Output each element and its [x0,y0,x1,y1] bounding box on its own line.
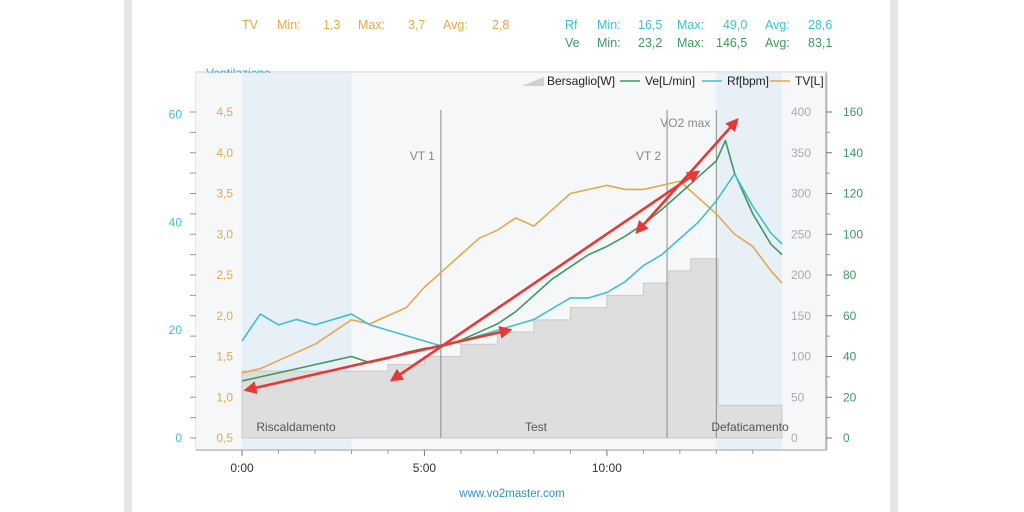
stat-rf-min-label: Min: [597,18,621,32]
annotation-arrow-3 [635,118,739,234]
ve-tick-label-3: 40 [843,350,857,364]
legend-label-1: Bersaglio[W] [547,74,615,88]
target-tick-label-7: 300 [791,187,811,201]
stat-tv-avg-value: 2,8 [492,18,510,32]
page-frame-right [890,0,898,512]
ve-tick-label-7: 120 [843,187,863,201]
tv-tick-label-9: 4,5 [216,105,233,119]
ve-tick-label-1: 0 [843,431,850,445]
stat-rf-avg-label: Avg: [765,18,790,32]
stat-rf-max-label: Max: [677,18,705,32]
ve-tick-label-9: 160 [843,105,863,119]
ve-tick-label-5: 80 [843,268,857,282]
page-frame-left [124,0,132,512]
marker-label-3: VO2 max [660,116,710,130]
marker-label-1: VT 1 [410,149,435,163]
target-tick-label-4: 150 [791,309,811,323]
legend-label-2: Ve[L/min] [645,74,695,88]
stat-ve-label: Ve [565,36,580,50]
tv-tick-label-4: 2,0 [216,309,233,323]
target-tick-label-8: 350 [791,146,811,160]
x-tick-label-1: 0:00 [230,461,254,475]
footer-url[interactable]: www.vo2master.com [459,488,565,500]
tv-tick-label-7: 3,5 [216,187,233,201]
marker-label-2: VT 2 [636,149,661,163]
target-tick-label-2: 50 [791,390,805,404]
ve-tick-label-8: 140 [843,146,863,160]
target-tick-label-3: 100 [791,350,811,364]
target-tick-label-6: 250 [791,227,811,241]
target-tick-label-9: 400 [791,105,811,119]
rf-tick-label-4: 60 [169,108,183,122]
tv-tick-label-5: 2,5 [216,268,233,282]
stat-ve-min-label: Min: [597,36,621,50]
stat-ve-max-label: Max: [677,36,705,50]
red-annotation-arrows [243,118,739,395]
ve-tick-label-6: 100 [843,227,863,241]
tv-tick-label-1: 0,5 [216,431,233,445]
stat-tv-avg-label: Avg: [443,18,468,32]
target-tick-label-1: 0 [791,431,798,445]
stat-rf-avg-value: 28,6 [808,18,833,32]
rf-tick-label-3: 40 [169,215,183,229]
phase-label-1: Riscaldamento [256,420,336,434]
stat-ve-min-value: 23,2 [638,36,663,50]
stat-tv-label: TV [242,18,258,32]
ve-tick-label-2: 20 [843,390,857,404]
target-tick-label-5: 200 [791,268,811,282]
tv-tick-label-8: 4,0 [216,146,233,160]
stat-ve-avg-label: Avg: [765,36,790,50]
stat-ve-max-value: 146,5 [716,36,748,50]
x-tick-label-3: 10:00 [592,461,622,475]
stat-tv-max-value: 3,7 [408,18,426,32]
stat-tv-max-label: Max: [358,18,386,32]
tv-tick-label-6: 3,0 [216,227,233,241]
phase-band-3 [716,73,782,449]
stat-rf-label: Rf [565,18,578,32]
ve-tick-label-4: 60 [843,309,857,323]
stat-rf-min-value: 16,5 [638,18,663,32]
rf-tick-label-1: 0 [175,431,182,445]
legend-label-4: TV[L] [795,74,824,88]
tv-tick-label-2: 1,0 [216,390,233,404]
phase-label-3: Defaticamento [711,420,789,434]
legend-label-3: Rf[bpm] [727,74,769,88]
stat-tv-min-label: Min: [277,18,301,32]
x-tick-label-2: 5:00 [413,461,437,475]
tv-tick-label-3: 1,5 [216,350,233,364]
legend-swatch-1 [522,77,544,86]
stat-ve-avg-value: 83,1 [808,36,833,50]
stat-rf-max-value: 49,0 [723,18,748,32]
stat-tv-min-value: 1,3 [323,18,341,32]
rf-tick-label-2: 20 [169,323,183,337]
phase-label-2: Test [525,420,548,434]
